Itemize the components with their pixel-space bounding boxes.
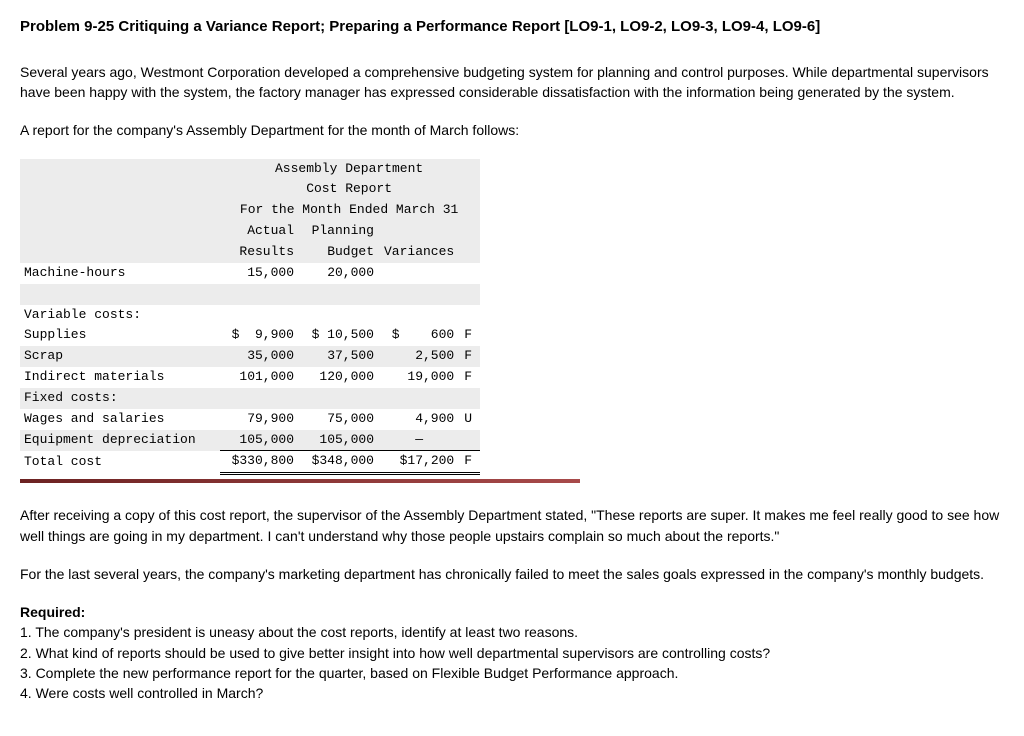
row-indmat-budget: 120,000 [300, 367, 380, 388]
row-total-label: Total cost [20, 451, 220, 474]
row-supplies-label: Supplies [20, 325, 220, 346]
row-fixed-costs-header: Fixed costs: [20, 388, 220, 409]
required-item-4: 4. Were costs well controlled in March? [20, 683, 1004, 703]
marketing-paragraph: For the last several years, the company'… [20, 564, 1004, 584]
row-dep-actual: 105,000 [220, 430, 300, 451]
required-item-3: 3. Complete the new performance report f… [20, 663, 1004, 683]
row-machine-hours-label: Machine-hours [20, 263, 220, 284]
row-wages-var: 4,900 [380, 409, 460, 430]
row-dep-var: — [380, 430, 460, 451]
row-supplies-var: $ 600 [380, 325, 460, 346]
required-label: Required: [20, 602, 1004, 622]
row-scrap-var: 2,500 [380, 346, 460, 367]
cost-report-table: Assembly Department Cost Report For the … [20, 159, 1004, 484]
row-wages-budget: 75,000 [300, 409, 380, 430]
row-indmat-var: 19,000 [380, 367, 460, 388]
row-dep-flag [460, 430, 480, 451]
row-dep-label: Equipment depreciation [20, 430, 220, 451]
row-indmat-actual: 101,000 [220, 367, 300, 388]
required-item-1: 1. The company's president is uneasy abo… [20, 622, 1004, 642]
row-wages-actual: 79,900 [220, 409, 300, 430]
row-supplies-budget: $ 10,500 [300, 325, 380, 346]
row-mh-budget: 20,000 [300, 263, 380, 284]
row-indmat-label: Indirect materials [20, 367, 220, 388]
colhead-actual: Actual [220, 221, 300, 242]
row-total-budget: $348,000 [300, 451, 380, 474]
intro-paragraph-2: A report for the company's Assembly Depa… [20, 120, 1004, 140]
colhead-results: Results [220, 242, 300, 263]
row-dep-budget: 105,000 [300, 430, 380, 451]
row-wages-label: Wages and salaries [20, 409, 220, 430]
report-header-2: Cost Report [220, 179, 480, 200]
report-header-1: Assembly Department [220, 159, 480, 180]
row-supplies-flag: F [460, 325, 480, 346]
row-scrap-budget: 37,500 [300, 346, 380, 367]
row-total-actual: $330,800 [220, 451, 300, 474]
row-variable-costs-header: Variable costs: [20, 305, 220, 326]
row-total-flag: F [460, 451, 480, 474]
quote-paragraph: After receiving a copy of this cost repo… [20, 505, 1004, 546]
row-total-var: $17,200 [380, 451, 460, 474]
decorative-gradient-bar [20, 479, 580, 483]
row-scrap-flag: F [460, 346, 480, 367]
row-scrap-label: Scrap [20, 346, 220, 367]
row-wages-flag: U [460, 409, 480, 430]
colhead-planning: Planning [300, 221, 380, 242]
problem-title: Problem 9-25 Critiquing a Variance Repor… [20, 16, 1004, 38]
row-mh-actual: 15,000 [220, 263, 300, 284]
intro-paragraph-1: Several years ago, Westmont Corporation … [20, 62, 1004, 103]
report-header-3: For the Month Ended March 31 [220, 200, 480, 221]
row-supplies-actual: $ 9,900 [220, 325, 300, 346]
row-scrap-actual: 35,000 [220, 346, 300, 367]
required-list: 1. The company's president is uneasy abo… [20, 622, 1004, 703]
required-item-2: 2. What kind of reports should be used t… [20, 643, 1004, 663]
colhead-budget: Budget [300, 242, 380, 263]
colhead-variances: Variances [380, 242, 460, 263]
row-indmat-flag: F [460, 367, 480, 388]
